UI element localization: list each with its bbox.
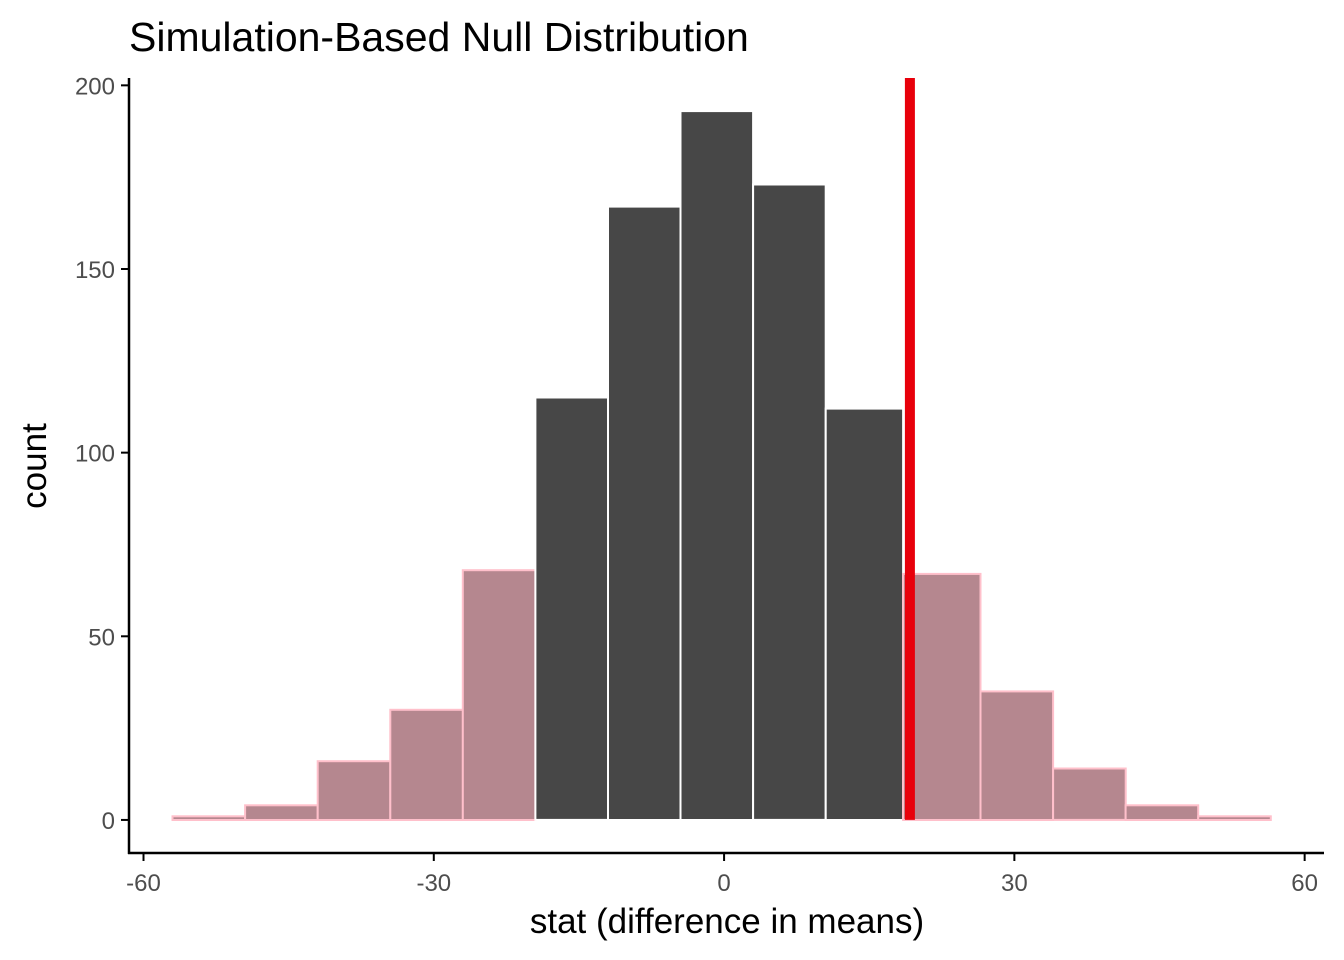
x-tick-label-30: 30 [1001, 870, 1028, 897]
y-tick-label-0: 0 [102, 808, 115, 835]
histogram-bar-0 [171, 815, 247, 821]
histogram-bar-2 [316, 760, 392, 822]
histogram-bar-4 [461, 569, 537, 822]
histogram-bar-6 [607, 205, 682, 822]
histogram-bar-12 [1052, 767, 1127, 821]
y-axis-title: count [15, 423, 54, 509]
y-tick-label-200: 200 [75, 73, 115, 100]
histogram-bars [171, 110, 1272, 822]
histogram-bar-9 [824, 407, 905, 821]
y-tick-label-150: 150 [75, 257, 115, 284]
histogram-bar-11 [979, 690, 1055, 822]
chart-title: Simulation-Based Null Distribution [129, 14, 749, 60]
histogram-bar-3 [389, 708, 464, 821]
histogram-bar-8 [752, 183, 827, 821]
x-tick-label-60: 60 [1291, 870, 1318, 897]
x-tick-label--30: -30 [416, 870, 451, 897]
y-tick-label-50: 50 [88, 624, 115, 651]
axes: -60 -30 0 30 60 0 50 100 150 200 [75, 73, 1324, 897]
x-tick-label--60: -60 [126, 870, 161, 897]
histogram-bar-1 [244, 804, 319, 821]
histogram-bar-14 [1197, 815, 1272, 821]
histogram-bar-5 [534, 396, 610, 821]
histogram-bar-13 [1124, 804, 1200, 821]
x-axis-title: stat (difference in means) [530, 902, 924, 941]
histogram-bar-10 [902, 572, 982, 822]
y-tick-label-100: 100 [75, 441, 115, 468]
histogram-bar-7 [679, 110, 755, 822]
x-tick-label-0: 0 [717, 870, 730, 897]
